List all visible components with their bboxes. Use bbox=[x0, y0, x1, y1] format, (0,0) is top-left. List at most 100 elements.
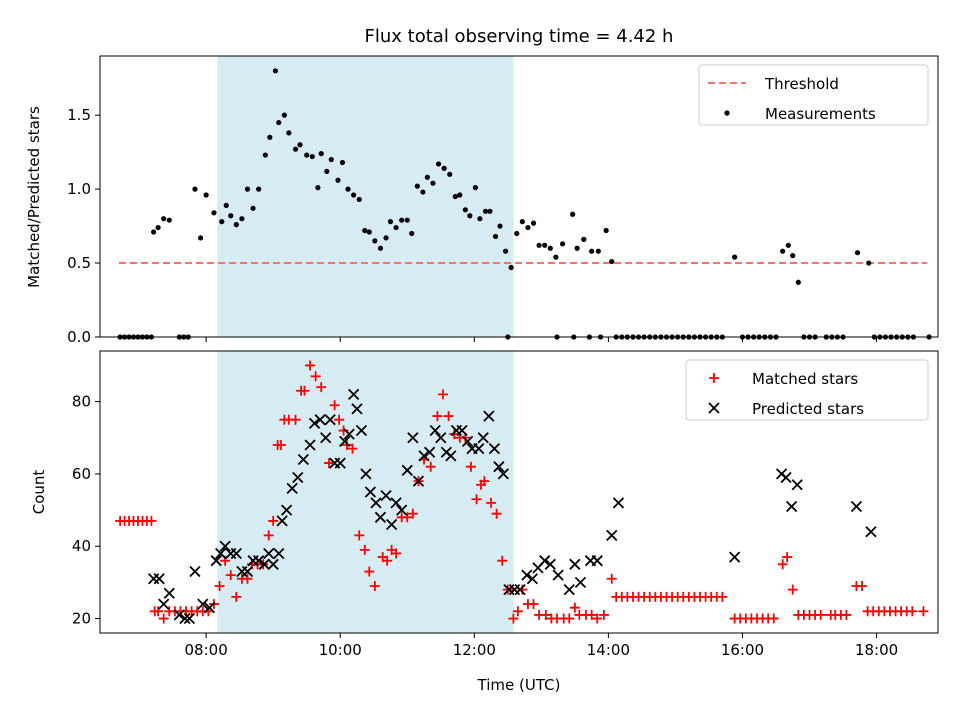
predicted-star-point bbox=[219, 540, 231, 552]
matched-star-point bbox=[508, 613, 519, 624]
measurement-point bbox=[536, 242, 542, 248]
predicted-star-point bbox=[258, 558, 270, 570]
measurement-point bbox=[315, 185, 321, 191]
bottom-y-axis-label: Count bbox=[30, 470, 48, 515]
shaded-interval bbox=[217, 56, 514, 337]
legend-label: Measurements bbox=[765, 105, 876, 123]
measurement-point bbox=[790, 253, 796, 259]
legend-box bbox=[698, 64, 929, 126]
measurement-point bbox=[309, 153, 315, 160]
measurement-point bbox=[866, 260, 872, 266]
measurement-point bbox=[492, 233, 499, 240]
matched-star-point bbox=[402, 512, 413, 523]
measurement-point bbox=[854, 250, 861, 256]
matched-star-point bbox=[471, 494, 482, 505]
matched-star-point bbox=[777, 559, 788, 570]
measurement-point bbox=[161, 216, 167, 222]
measurement-point bbox=[497, 223, 503, 229]
predicted-star-point bbox=[526, 573, 539, 585]
legend-label: Predicted stars bbox=[752, 400, 864, 418]
matched-star-point bbox=[354, 530, 365, 541]
matched-star-point bbox=[158, 613, 169, 624]
measurement-point bbox=[233, 222, 239, 228]
predicted-star-point bbox=[320, 432, 332, 444]
measurement-point bbox=[328, 156, 334, 163]
matched-star-point bbox=[425, 461, 436, 472]
predicted-star-point bbox=[418, 450, 430, 462]
measurement-point bbox=[281, 112, 287, 118]
measurement-point bbox=[482, 208, 489, 214]
matched-star-point bbox=[359, 544, 370, 555]
measurement-point bbox=[603, 227, 609, 234]
measurement-point bbox=[559, 241, 566, 247]
predicted-star-point bbox=[429, 424, 441, 437]
measurement-point bbox=[377, 245, 384, 251]
measurement-point bbox=[420, 189, 426, 195]
measurement-point bbox=[430, 180, 436, 186]
measurement-point bbox=[166, 217, 172, 223]
top-panel: 0.0 0.5 1.0 1.5 Threshold Measurements bbox=[67, 55, 939, 346]
predicted-star-point bbox=[493, 461, 505, 473]
legend-box bbox=[685, 359, 929, 421]
measurement-point bbox=[304, 152, 310, 158]
matched-star-point bbox=[918, 606, 929, 617]
measurement-point bbox=[387, 219, 394, 225]
predicted-star-point bbox=[276, 515, 288, 527]
predicted-star-point bbox=[292, 471, 304, 484]
predicted-star-point bbox=[179, 612, 191, 625]
measurement-point bbox=[467, 213, 473, 219]
matched-star-point bbox=[857, 581, 868, 591]
measurement-point bbox=[732, 254, 738, 260]
measurement-point bbox=[228, 213, 234, 219]
measurement-point bbox=[272, 68, 279, 74]
matched-star-point bbox=[787, 584, 798, 595]
measurement-point bbox=[462, 207, 468, 213]
matched-star-point bbox=[465, 461, 476, 472]
measurement-point bbox=[570, 211, 576, 217]
measurement-point bbox=[256, 186, 262, 192]
measurement-point bbox=[197, 235, 204, 241]
y-tick-label: 20 bbox=[72, 610, 91, 628]
measurement-point bbox=[318, 151, 324, 157]
measurement-point bbox=[219, 219, 225, 225]
predicted-star-point bbox=[780, 471, 792, 484]
predicted-star-point bbox=[591, 555, 603, 567]
y-tick-label: 40 bbox=[72, 537, 91, 555]
predicted-star-point bbox=[253, 555, 265, 567]
matched-star-point bbox=[299, 385, 310, 396]
matched-star-point bbox=[407, 508, 418, 519]
matched-star-point bbox=[369, 581, 380, 591]
matched-star-point bbox=[606, 573, 617, 584]
matched-star-point bbox=[146, 515, 157, 526]
predicted-star-point bbox=[314, 414, 326, 426]
predicted-star-point bbox=[347, 388, 360, 401]
legend-matched-swatch bbox=[709, 373, 719, 383]
matched-star-point bbox=[364, 566, 375, 577]
matched-star-point bbox=[347, 443, 358, 454]
predicted-star-point bbox=[241, 565, 254, 578]
matched-star-point bbox=[540, 609, 551, 620]
bottom-panel: 20 40 60 80 08:00 10:00 12:00 14:00 16:00 18:00 M… bbox=[72, 350, 939, 659]
matched-star-point bbox=[334, 414, 345, 425]
predicted-star-point bbox=[339, 435, 351, 448]
measurement-point bbox=[366, 229, 372, 235]
predicted-star-point bbox=[791, 479, 803, 491]
measurement-point bbox=[525, 224, 531, 231]
predicted-star-point bbox=[514, 583, 526, 596]
predicted-star-point bbox=[334, 457, 346, 469]
measurement-point bbox=[477, 216, 483, 222]
x-axis-label: Time (UTC) bbox=[477, 676, 561, 694]
predicted-star-point bbox=[324, 414, 336, 426]
measurement-point bbox=[203, 192, 209, 198]
y-tick-label: 60 bbox=[72, 465, 91, 483]
measurement-point bbox=[795, 279, 801, 285]
predicted-star-point bbox=[544, 558, 556, 570]
matched-star-point bbox=[443, 411, 454, 422]
matched-star-point bbox=[391, 548, 402, 559]
measurement-point bbox=[356, 196, 362, 203]
predicted-star-point bbox=[612, 497, 625, 509]
measurement-point bbox=[345, 186, 351, 192]
measurement-point bbox=[609, 258, 615, 265]
measurement-point bbox=[547, 245, 553, 251]
matched-star-point bbox=[231, 591, 242, 602]
